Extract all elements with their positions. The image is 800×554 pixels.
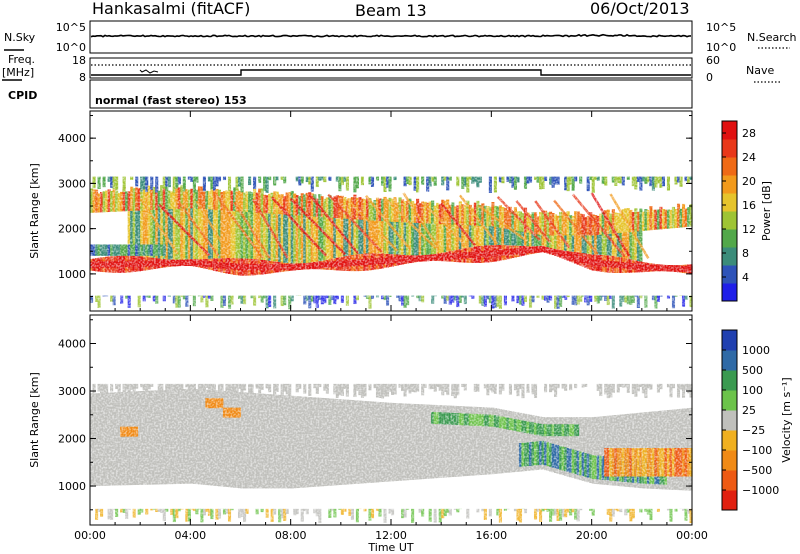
velocity-y-tick-label: 4000	[58, 338, 86, 351]
beam-title: Beam 13	[355, 1, 427, 20]
nave-tick-top: 60	[706, 54, 720, 67]
power-colorbar-swatch	[722, 229, 737, 248]
power-colorbar-swatch	[722, 175, 737, 194]
freq-panel	[89, 57, 693, 79]
power-y-axis: 1000 2000 3000 4000	[58, 115, 692, 298]
power-colorbar-tick-label: 24	[742, 151, 756, 164]
velocity-colorbar-tick-label: 1000	[742, 344, 770, 357]
velocity-colorbar-swatch	[722, 350, 737, 371]
power-y-tick-label: 3000	[58, 177, 86, 190]
power-colorbar: 4 8 12 16 20 24 28	[721, 120, 756, 302]
velocity-y-axis: 1000 2000 3000 4000	[58, 319, 692, 511]
freq-tick-bottom: 8	[79, 71, 86, 84]
freq-label-line2: [MHz]	[2, 66, 34, 79]
freq-trace	[91, 69, 691, 76]
power-heatmap	[90, 111, 693, 311]
velocity-colorbar-swatch	[722, 410, 737, 431]
time-xlabel: Time UT	[367, 541, 413, 554]
power-colorbar-swatch	[722, 211, 737, 230]
power-colorbar-tick-label: 8	[742, 247, 749, 260]
velocity-colorbar-swatch	[722, 490, 737, 511]
nave-tick-bottom: 0	[706, 71, 713, 84]
velocity-colorbar: 1000 500 100 25 −25 −100 −500 −1000	[721, 329, 779, 511]
cpid-text: normal (fast stereo) 153	[95, 94, 247, 107]
freq-label-line1: Freq.	[8, 53, 35, 66]
nsky-label: N.Sky	[4, 31, 36, 44]
power-colorbar-tick-label: 28	[742, 127, 756, 140]
velocity-heatmap	[90, 315, 693, 525]
power-colorbar-swatch	[722, 157, 737, 176]
power-y-tick-label: 2000	[58, 223, 86, 236]
x-tick-label: 00:00	[676, 529, 708, 542]
station-title: Hankasalmi (fitACF)	[92, 0, 250, 18]
velocity-colorbar-tick-label: −500	[742, 464, 772, 477]
velocity-colorbar-tick-label: 500	[742, 364, 763, 377]
freq-tick-top: 18	[72, 54, 86, 67]
power-colorbar-swatch	[722, 139, 737, 158]
velocity-colorbar-tick-label: 100	[742, 384, 763, 397]
nsearch-tick-bottom: 10^0	[706, 41, 736, 54]
velocity-colorbar-swatch	[722, 450, 737, 471]
cpid-label: CPID	[8, 89, 37, 102]
velocity-colorbar-label: Velocity [m s⁻¹]	[780, 377, 793, 462]
velocity-colorbar-swatch	[722, 370, 737, 391]
nsky-tick-top: 10^5	[56, 21, 86, 34]
velocity-y-tick-label: 3000	[58, 385, 86, 398]
power-colorbar-swatch	[722, 121, 737, 140]
nsky-panel	[89, 20, 693, 54]
x-tick-label: 16:00	[475, 529, 507, 542]
velocity-colorbar-swatch	[722, 430, 737, 451]
velocity-colorbar-swatch	[722, 330, 737, 351]
velocity-y-tick-label: 2000	[58, 433, 86, 446]
power-colorbar-swatch	[722, 193, 737, 212]
time-x-axis: 00:00 04:00 08:00 12:00 16:00 20:00 00:00	[74, 111, 708, 542]
power-colorbar-label: Power [dB]	[760, 181, 773, 241]
velocity-colorbar-tick-label: 25	[742, 404, 756, 417]
velocity-ylabel: Slant Range [km]	[28, 372, 41, 468]
power-colorbar-tick-label: 16	[742, 199, 756, 212]
power-colorbar-swatch	[722, 247, 737, 266]
power-y-tick-label: 4000	[58, 132, 86, 145]
freq-blip	[139, 69, 159, 74]
x-tick-label: 00:00	[74, 529, 106, 542]
power-y-tick-label: 1000	[58, 268, 86, 281]
date-title: 06/Oct/2013	[590, 0, 690, 18]
power-colorbar-swatch	[722, 283, 737, 302]
velocity-y-tick-label: 1000	[58, 480, 86, 493]
power-colorbar-tick-label: 4	[742, 271, 749, 284]
velocity-colorbar-tick-label: −1000	[742, 484, 779, 497]
velocity-colorbar-swatch	[722, 470, 737, 491]
cpid-panel	[89, 79, 693, 109]
power-colorbar-tick-label: 20	[742, 175, 756, 188]
x-tick-label: 08:00	[275, 529, 307, 542]
power-colorbar-swatch	[722, 265, 737, 284]
velocity-colorbar-tick-label: −25	[742, 424, 765, 437]
x-tick-label: 04:00	[174, 529, 206, 542]
velocity-colorbar-swatch	[722, 390, 737, 411]
power-ylabel: Slant Range [km]	[28, 163, 41, 259]
velocity-colorbar-tick-label: −100	[742, 444, 772, 457]
nsky-trace	[90, 33, 692, 38]
nsearch-tick-top: 10^5	[706, 21, 736, 34]
nsky-tick-bottom: 10^0	[56, 41, 86, 54]
nave-label: Nave	[746, 64, 774, 77]
power-speckle	[90, 111, 692, 311]
power-colorbar-tick-label: 12	[742, 223, 756, 236]
x-tick-label: 12:00	[375, 529, 407, 542]
velocity-speckle	[90, 315, 692, 525]
power-colorbar-frame	[721, 120, 738, 302]
nsearch-label: N.Search	[747, 31, 797, 44]
velocity-colorbar-frame	[721, 329, 738, 511]
x-tick-label: 20:00	[576, 529, 608, 542]
